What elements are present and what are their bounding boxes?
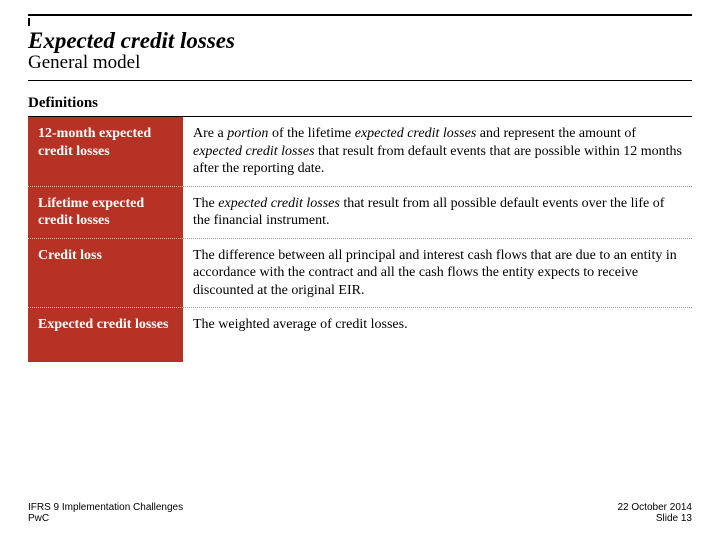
definition-term: Lifetime expected credit losses [28, 186, 183, 238]
slide-title: Expected credit losses [28, 28, 692, 53]
section-label: Definitions [28, 95, 692, 117]
table-row: 12-month expected credit losses Are a po… [28, 117, 692, 186]
footer-slide-number: Slide 13 [618, 513, 693, 524]
table-row: Expected credit losses The weighted aver… [28, 308, 692, 362]
definition-desc: The weighted average of credit losses. [183, 308, 692, 362]
table-row: Lifetime expected credit losses The expe… [28, 186, 692, 238]
definitions-table: 12-month expected credit losses Are a po… [28, 117, 692, 362]
definition-desc: The difference between all principal and… [183, 238, 692, 308]
definition-desc: Are a portion of the lifetime expected c… [183, 117, 692, 186]
footer-date: 22 October 2014 [618, 502, 693, 513]
definition-term: Credit loss [28, 238, 183, 308]
footer-left: IFRS 9 Implementation Challenges PwC [28, 502, 183, 524]
footer-right: 22 October 2014 Slide 13 [618, 502, 693, 524]
footer: IFRS 9 Implementation Challenges PwC 22 … [28, 502, 692, 524]
table-row: Credit loss The difference between all p… [28, 238, 692, 308]
top-rule [28, 14, 692, 16]
definition-desc: The expected credit losses that result f… [183, 186, 692, 238]
footer-doc-title: IFRS 9 Implementation Challenges [28, 502, 183, 513]
definition-term: Expected credit losses [28, 308, 183, 362]
footer-company: PwC [28, 513, 183, 524]
slide-subtitle: General model [28, 53, 692, 81]
definition-term: 12-month expected credit losses [28, 117, 183, 186]
rule-tick [28, 18, 30, 26]
